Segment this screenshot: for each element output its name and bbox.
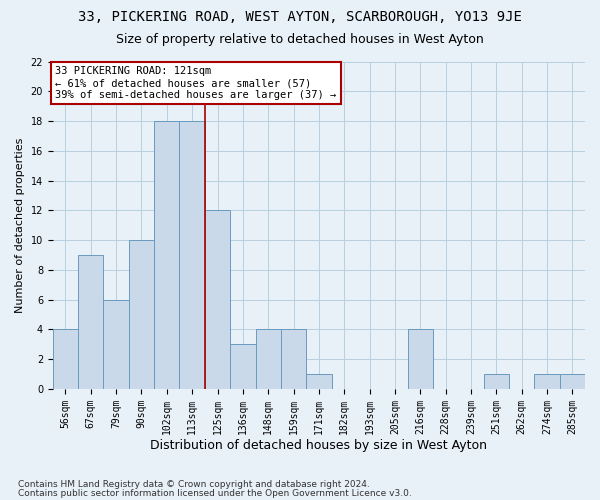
Bar	[78, 255, 103, 389]
X-axis label: Distribution of detached houses by size in West Ayton: Distribution of detached houses by size …	[151, 440, 487, 452]
Bar	[407, 330, 433, 389]
Bar	[281, 330, 306, 389]
Bar	[103, 300, 129, 389]
Text: 33 PICKERING ROAD: 121sqm
← 61% of detached houses are smaller (57)
39% of semi-: 33 PICKERING ROAD: 121sqm ← 61% of detac…	[55, 66, 337, 100]
Bar	[484, 374, 509, 389]
Bar	[129, 240, 154, 389]
Text: Contains public sector information licensed under the Open Government Licence v3: Contains public sector information licen…	[18, 489, 412, 498]
Text: Size of property relative to detached houses in West Ayton: Size of property relative to detached ho…	[116, 32, 484, 46]
Bar	[256, 330, 281, 389]
Bar	[560, 374, 585, 389]
Bar	[179, 121, 205, 389]
Bar	[154, 121, 179, 389]
Y-axis label: Number of detached properties: Number of detached properties	[15, 138, 25, 313]
Bar	[230, 344, 256, 389]
Bar	[205, 210, 230, 389]
Bar	[535, 374, 560, 389]
Text: 33, PICKERING ROAD, WEST AYTON, SCARBOROUGH, YO13 9JE: 33, PICKERING ROAD, WEST AYTON, SCARBORO…	[78, 10, 522, 24]
Text: Contains HM Land Registry data © Crown copyright and database right 2024.: Contains HM Land Registry data © Crown c…	[18, 480, 370, 489]
Bar	[306, 374, 332, 389]
Bar	[53, 330, 78, 389]
